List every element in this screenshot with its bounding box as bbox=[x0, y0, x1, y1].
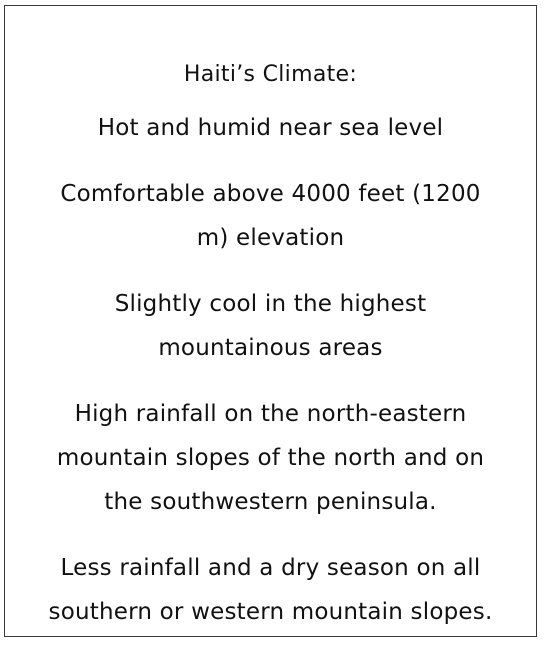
text-line: m) elevation bbox=[196, 225, 345, 251]
text-line: Hot and humid near sea level bbox=[97, 115, 444, 141]
text-line: Less rainfall and a dry season on all bbox=[60, 555, 481, 581]
text-line: the southwestern peninsula. bbox=[104, 489, 437, 515]
climate-item-less-rainfall: Less rainfall and a dry season on all so… bbox=[15, 546, 526, 634]
page-title: Haiti’s Climate: bbox=[183, 62, 358, 87]
climate-item-sea-level: Hot and humid near sea level bbox=[15, 106, 526, 150]
text-line: mountain slopes of the north and on bbox=[56, 445, 485, 471]
text-line: Comfortable above 4000 feet (1200 bbox=[60, 181, 481, 207]
climate-item-highest-areas: Slightly cool in the highest mountainous… bbox=[15, 282, 526, 370]
climate-item-elevation: Comfortable above 4000 feet (1200 m) ele… bbox=[15, 172, 526, 260]
text-line: southern or western mountain slopes. bbox=[48, 599, 493, 625]
text-line: Slightly cool in the highest bbox=[114, 291, 427, 317]
text-line: High rainfall on the north-eastern bbox=[74, 401, 467, 427]
climate-item-high-rainfall: High rainfall on the north-eastern mount… bbox=[15, 392, 526, 524]
climate-card: Haiti’s Climate: Hot and humid near sea … bbox=[4, 5, 537, 637]
text-line: mountainous areas bbox=[158, 335, 383, 361]
